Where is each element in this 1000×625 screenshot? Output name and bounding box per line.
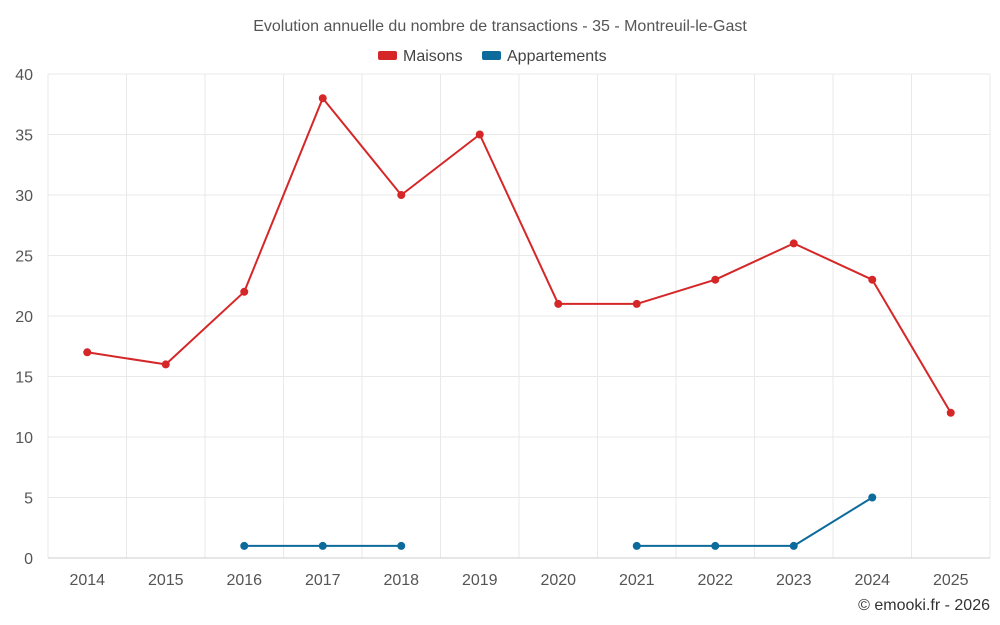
x-tick-label: 2020 bbox=[540, 572, 576, 589]
series-line-appartements bbox=[636, 496, 873, 547]
y-tick-label: 35 bbox=[15, 128, 33, 145]
data-point-appartements[interactable] bbox=[397, 541, 406, 550]
data-point-maisons[interactable] bbox=[868, 275, 877, 284]
data-point-appartements[interactable] bbox=[632, 541, 641, 550]
data-point-appartements[interactable] bbox=[868, 493, 877, 502]
legend-item-appartements[interactable]: Appartements bbox=[482, 48, 607, 65]
series-appartements bbox=[240, 493, 877, 550]
x-tick-label: 2014 bbox=[69, 572, 105, 589]
data-point-maisons[interactable] bbox=[161, 360, 170, 369]
x-tick-label: 2018 bbox=[383, 572, 419, 589]
y-tick-label: 25 bbox=[15, 249, 33, 266]
y-tick-label: 40 bbox=[15, 67, 33, 84]
data-point-appartements[interactable] bbox=[711, 541, 720, 550]
series-maisons bbox=[83, 94, 955, 417]
data-point-maisons[interactable] bbox=[789, 239, 798, 248]
data-point-maisons[interactable] bbox=[397, 191, 406, 199]
legend-swatch-appartements bbox=[482, 51, 501, 60]
data-point-maisons[interactable] bbox=[318, 94, 327, 103]
data-point-appartements[interactable] bbox=[789, 541, 798, 550]
credit-text: © emooki.fr - 2026 bbox=[858, 597, 990, 614]
x-tick-label: 2019 bbox=[462, 572, 498, 589]
legend-label-maisons: Maisons bbox=[403, 48, 463, 65]
data-point-appartements[interactable] bbox=[318, 541, 327, 550]
x-tick-label: 2017 bbox=[305, 572, 341, 589]
x-tick-label: 2025 bbox=[933, 572, 969, 589]
data-point-maisons[interactable] bbox=[711, 275, 720, 284]
y-tick-label: 5 bbox=[24, 491, 33, 508]
data-point-maisons[interactable] bbox=[554, 299, 563, 308]
chart-title: Evolution annuelle du nombre de transact… bbox=[253, 18, 747, 35]
grid bbox=[47, 73, 991, 558]
data-point-maisons[interactable] bbox=[83, 348, 92, 357]
legend-item-maisons[interactable]: Maisons bbox=[378, 48, 463, 65]
x-tick-label: 2023 bbox=[776, 572, 812, 589]
data-point-maisons[interactable] bbox=[946, 408, 955, 417]
legend-label-appartements: Appartements bbox=[507, 48, 607, 65]
y-tick-label: 0 bbox=[24, 551, 33, 568]
y-tick-label: 10 bbox=[15, 430, 33, 447]
y-tick-label: 20 bbox=[15, 309, 33, 326]
data-point-appartements[interactable] bbox=[240, 541, 249, 550]
legend: Maisons Appartements bbox=[378, 48, 607, 65]
y-tick-label: 30 bbox=[15, 188, 33, 205]
x-tick-label: 2016 bbox=[226, 572, 262, 589]
data-point-maisons[interactable] bbox=[475, 130, 484, 139]
x-tick-label: 2022 bbox=[697, 572, 733, 589]
data-point-maisons[interactable] bbox=[632, 299, 641, 308]
x-tick-label: 2021 bbox=[619, 572, 655, 589]
x-tick-label: 2015 bbox=[148, 572, 184, 589]
x-tick-label: 2024 bbox=[854, 572, 890, 589]
series-line-maisons bbox=[87, 97, 952, 414]
legend-swatch-maisons bbox=[378, 51, 397, 60]
series bbox=[83, 94, 955, 550]
y-tick-label: 15 bbox=[15, 370, 33, 387]
data-point-maisons[interactable] bbox=[240, 287, 249, 296]
